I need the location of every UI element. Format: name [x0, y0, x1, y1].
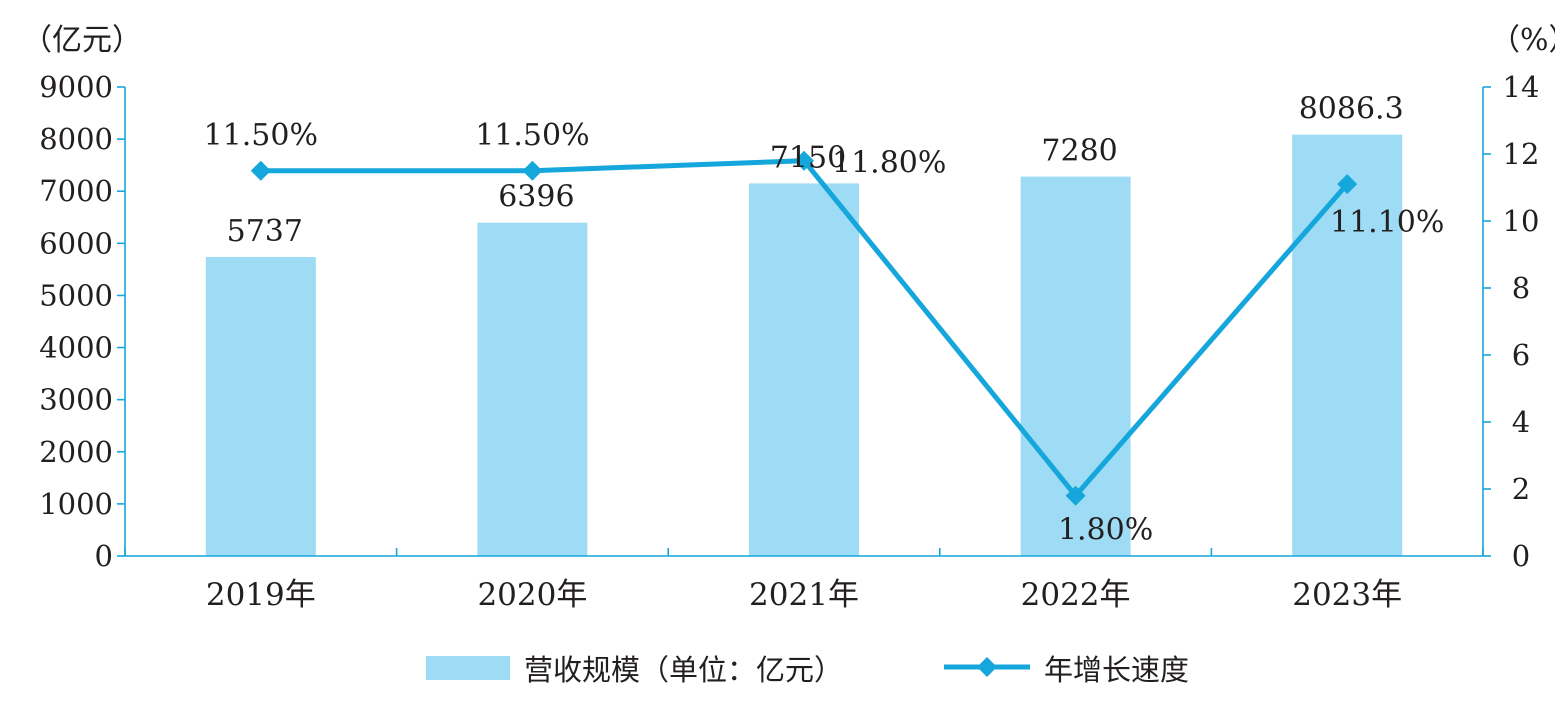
bars-layer [205, 134, 1403, 556]
growth-point-2021年 [794, 150, 814, 171]
right-tick-label: 6 [1512, 338, 1530, 372]
legend: 营收规模（单位：亿元） 年增长速度 [426, 653, 1189, 687]
data-labels-layer: 5737 6396 7150 7280 8086.3 11.50% 11.50% 11.80%… [204, 92, 1445, 548]
legend-diamond-marker [977, 657, 997, 677]
right-tick-label: 10 [1503, 204, 1540, 238]
left-tick-label: 2000 [39, 435, 113, 469]
growth-line-layer [250, 150, 1358, 506]
left-axis-unit-label: （亿元） [22, 23, 142, 58]
bar-2020年 [477, 222, 588, 556]
left-tick-label: 8000 [39, 122, 113, 156]
left-tick-label: 0 [95, 539, 113, 573]
growth-value-label: 11.50% [475, 118, 589, 153]
bar-value-label: 5737 [227, 214, 303, 249]
bar-2021年 [749, 183, 859, 556]
axes-layer: （亿元） （%） 0100020003000400050006000700080… [22, 23, 1555, 613]
left-tick-label: 3000 [39, 383, 113, 417]
bar-2023年 [1292, 134, 1403, 556]
right-tick-label: 8 [1512, 271, 1530, 305]
x-tick-label: 2023年 [1292, 577, 1402, 613]
x-tick-label: 2021年 [749, 577, 859, 613]
left-tick-label: 4000 [39, 331, 113, 365]
left-tick-label: 5000 [39, 278, 113, 312]
right-axis-unit-label: （%） [1490, 23, 1555, 58]
left-tick-label: 1000 [39, 487, 113, 521]
right-tick-label: 2 [1512, 472, 1530, 506]
left-tick-label: 9000 [39, 70, 113, 104]
right-tick-label: 4 [1512, 405, 1530, 439]
legend-bar-label: 营收规模（单位：亿元） [524, 653, 843, 687]
bar-value-label: 6396 [498, 180, 574, 215]
legend-bar-swatch [426, 656, 510, 680]
growth-point-2022年 [1065, 485, 1086, 506]
growth-point-2020年 [522, 160, 543, 181]
x-tick-label: 2020年 [477, 577, 587, 613]
x-tick-label: 2022年 [1021, 577, 1131, 613]
bar-value-label: 8086.3 [1299, 92, 1404, 127]
growth-point-2023年 [1337, 174, 1358, 195]
growth-value-label: 11.50% [204, 118, 318, 153]
right-tick-label: 12 [1503, 137, 1540, 171]
left-tick-label: 7000 [39, 174, 113, 208]
legend-line-label: 年增长速度 [1044, 653, 1189, 687]
right-tick-label: 0 [1512, 539, 1530, 573]
left-tick-label: 6000 [39, 226, 113, 260]
growth-value-label: 11.80% [832, 146, 946, 181]
growth-point-2019年 [250, 160, 271, 181]
growth-value-label: 11.10% [1330, 205, 1444, 240]
bar-value-label: 7280 [1041, 134, 1117, 169]
bar-2019年 [205, 257, 316, 556]
growth-value-label: 1.80% [1058, 513, 1153, 548]
right-tick-label: 14 [1503, 70, 1540, 104]
x-tick-label: 2019年 [206, 577, 316, 613]
bar-value-label: 7150 [770, 140, 846, 175]
